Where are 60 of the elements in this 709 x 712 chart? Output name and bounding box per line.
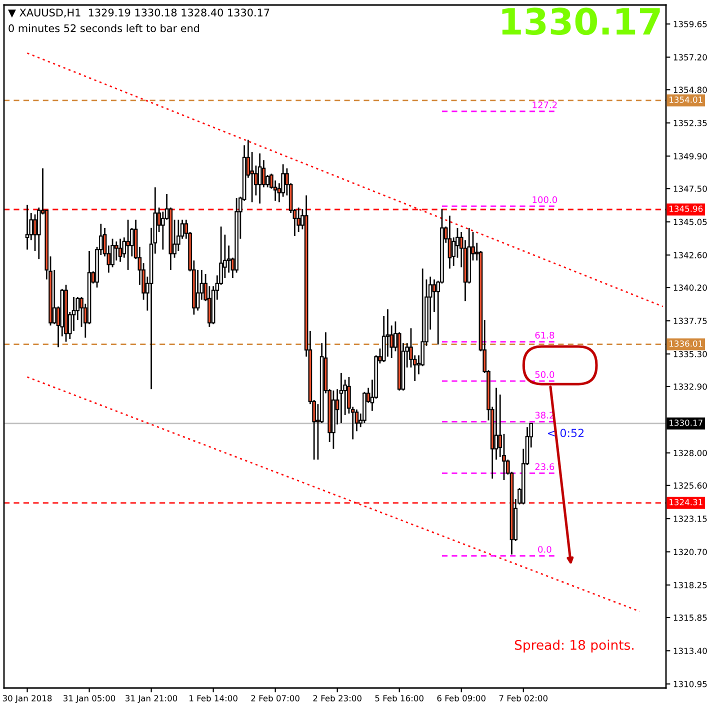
annotation: Spread: 18 points. [514, 640, 634, 652]
y-tick-label: 1340.20 [674, 284, 707, 291]
candlestick [432, 278, 436, 313]
candlestick [262, 159, 266, 188]
candlestick [52, 269, 56, 325]
series-label: 23.6 [535, 463, 554, 470]
y-tick-label: 1320.70 [674, 548, 707, 556]
chart-title: ▼ XAUUSD,H1 1329.19 1330.18 1328.40 1330.17 [8, 8, 270, 18]
x-tick-label: 30 Jan 2018 [2, 695, 52, 703]
y-tick-label: 1347.50 [674, 186, 707, 192]
y-tick-label: 1345.05 [674, 218, 707, 226]
y-tick-label: 1328.00 [674, 450, 707, 456]
candlestick [296, 206, 300, 233]
y-tick-label: 1337.75 [674, 318, 707, 324]
ref-line-label: 1345.96 [670, 206, 703, 212]
y-tick-label: 1323.15 [674, 516, 707, 522]
y-tick-label: 1318.25 [674, 582, 707, 588]
x-tick-label: 31 Jan 21:00 [126, 695, 178, 703]
candlestick [494, 387, 498, 460]
x-tick-label: 31 Jan 05:00 [64, 695, 116, 703]
x-tick-label: 2 Feb 23:00 [313, 694, 362, 702]
y-tick-label: 1354.80 [674, 86, 707, 93]
y-tick-label: 1349.90 [674, 153, 707, 160]
y-tick-label: 1332.90 [674, 383, 707, 390]
annotation: < 0:52 [548, 428, 584, 438]
y-tick-label: 1359.65 [674, 20, 707, 28]
series-label: 127.2 [532, 101, 557, 108]
candlestick [118, 238, 122, 262]
x-tick-label: 5 Feb 16:00 [375, 694, 424, 702]
ref-line-label: 1336.01 [670, 340, 702, 347]
candlestick [258, 152, 262, 204]
y-tick-label: 1313.40 [674, 648, 707, 654]
annotation: 1330.17 [502, 8, 660, 35]
series-label: 0.0 [538, 546, 552, 553]
ref-line-label: 1324.31 [670, 499, 702, 506]
candlestick [196, 269, 200, 312]
x-tick-label: 1 Feb 14:00 [190, 694, 238, 702]
candlestick [339, 372, 344, 424]
candlestick [33, 214, 37, 252]
text: 0 minutes 52 seconds left to bar end [8, 24, 200, 32]
series-label: 61.8 [535, 332, 554, 339]
x-tick-label: 6 Feb 09:00 [437, 694, 486, 702]
candlestick [25, 204, 30, 250]
y-tick-label: 1352.35 [674, 120, 707, 126]
y-tick-label: 1342.60 [674, 252, 707, 258]
ref-line-label: 1330.17 [670, 420, 702, 426]
candlestick [126, 219, 130, 271]
x-tick-label: 7 Feb 02:00 [499, 694, 548, 702]
series-label: 100.0 [532, 196, 558, 204]
candlestick [448, 215, 452, 270]
ref-line-label: 1354.01 [670, 96, 702, 103]
x-tick-label: 2 Feb 07:00 [251, 694, 300, 702]
y-tick-label: 1315.85 [674, 614, 707, 621]
candlestick [114, 240, 118, 262]
y-tick-label: 1357.20 [674, 54, 707, 60]
y-tick-label: 1335.30 [674, 350, 707, 358]
y-tick-label: 1325.60 [674, 482, 707, 489]
candlestick [250, 151, 254, 203]
series-label: 50.0 [535, 371, 554, 378]
y-tick-label: 1310.95 [674, 680, 707, 688]
